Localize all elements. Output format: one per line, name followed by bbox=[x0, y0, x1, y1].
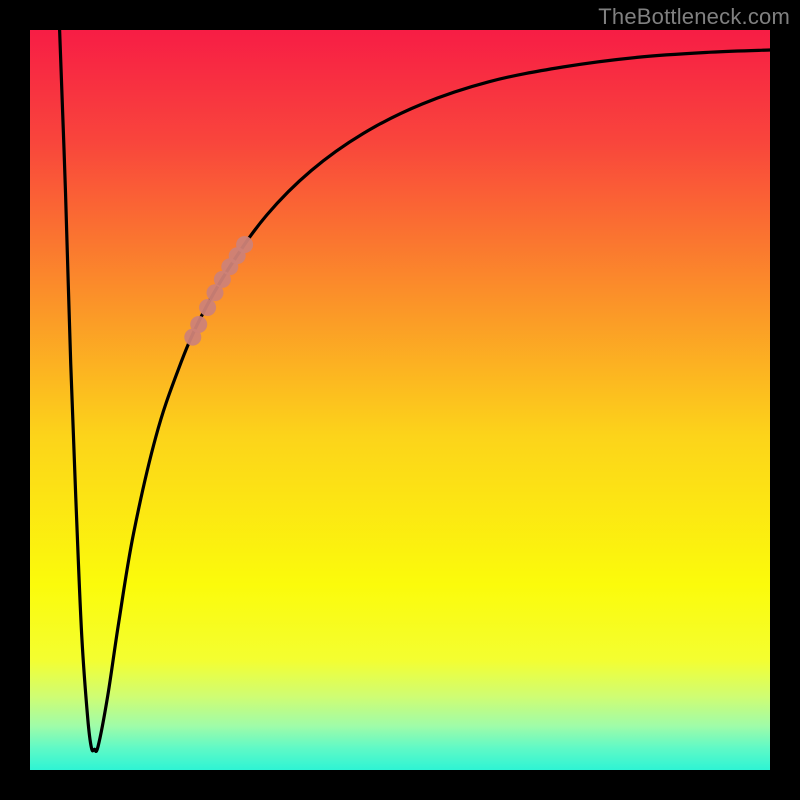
highlight-marker bbox=[190, 316, 207, 333]
highlight-marker bbox=[199, 299, 216, 316]
chart-svg bbox=[30, 30, 770, 770]
highlight-marker bbox=[236, 236, 253, 253]
branding-label: TheBottleneck.com bbox=[598, 4, 790, 30]
plot-area bbox=[30, 30, 770, 770]
chart-background bbox=[30, 30, 770, 770]
chart-frame: TheBottleneck.com bbox=[0, 0, 800, 800]
